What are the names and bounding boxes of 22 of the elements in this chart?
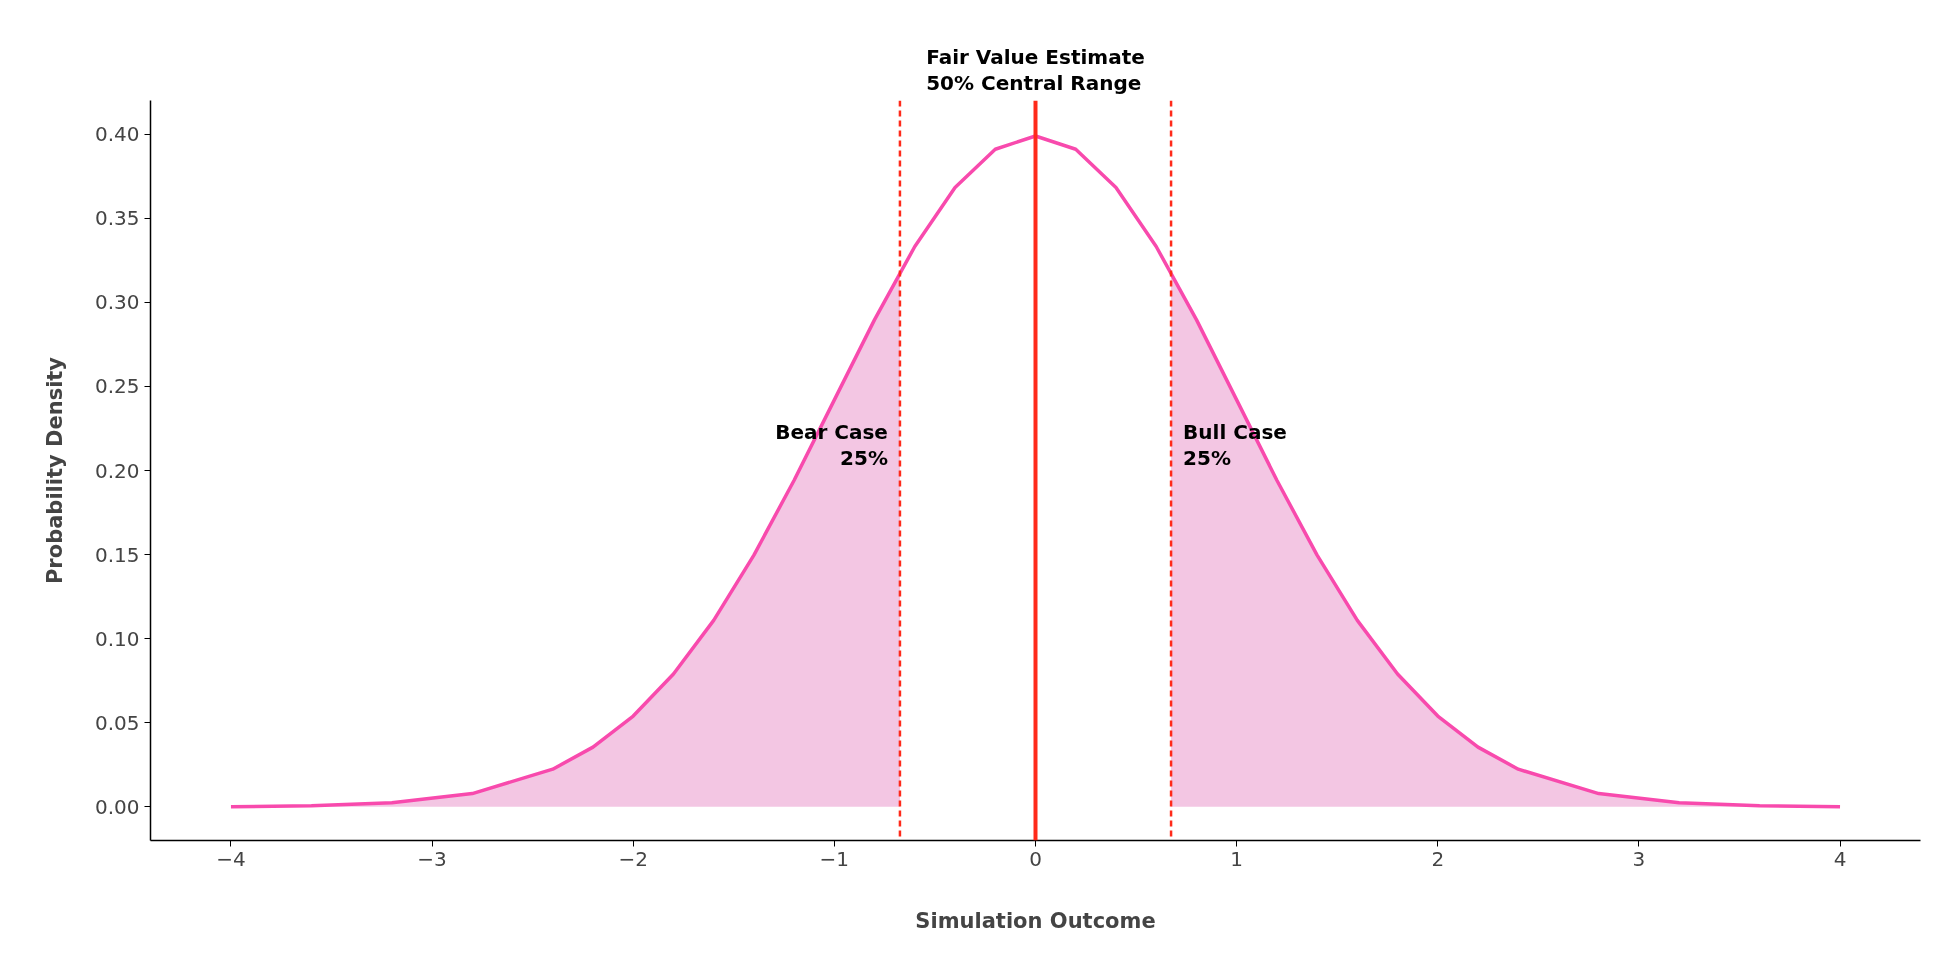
x-tick-label: −3 <box>417 846 447 871</box>
x-tick-label: 3 <box>1632 846 1646 871</box>
x-tick-label: 2 <box>1431 846 1445 871</box>
x-tick-label: −1 <box>819 846 850 871</box>
line-series <box>229 134 1842 809</box>
y-tick-label: 0.25 <box>94 374 140 399</box>
x-axis-title: Simulation Outcome <box>915 908 1156 933</box>
y-tick-label: 0.10 <box>94 626 140 651</box>
y-tick-label: 0.00 <box>94 794 140 819</box>
x-tick-label: 4 <box>1833 846 1847 871</box>
y-tick-label: 0.35 <box>94 206 140 231</box>
x-tick-label: 1 <box>1230 846 1244 871</box>
y-tick-label: 0.05 <box>94 710 140 735</box>
y-tick-label: 0.30 <box>94 290 140 315</box>
x-tick-label: −4 <box>216 846 246 871</box>
x-tick-label: −2 <box>618 846 648 871</box>
ref-line-label: Fair Value Estimate 50% Central Range <box>926 45 1145 96</box>
y-tick-label: 0.20 <box>94 458 140 483</box>
y-axis-title: Probability Density <box>42 356 67 585</box>
y-tick-label: 0.15 <box>94 542 140 567</box>
x-tick-label: 0 <box>1029 846 1042 871</box>
y-tick-label: 0.40 <box>94 122 140 147</box>
